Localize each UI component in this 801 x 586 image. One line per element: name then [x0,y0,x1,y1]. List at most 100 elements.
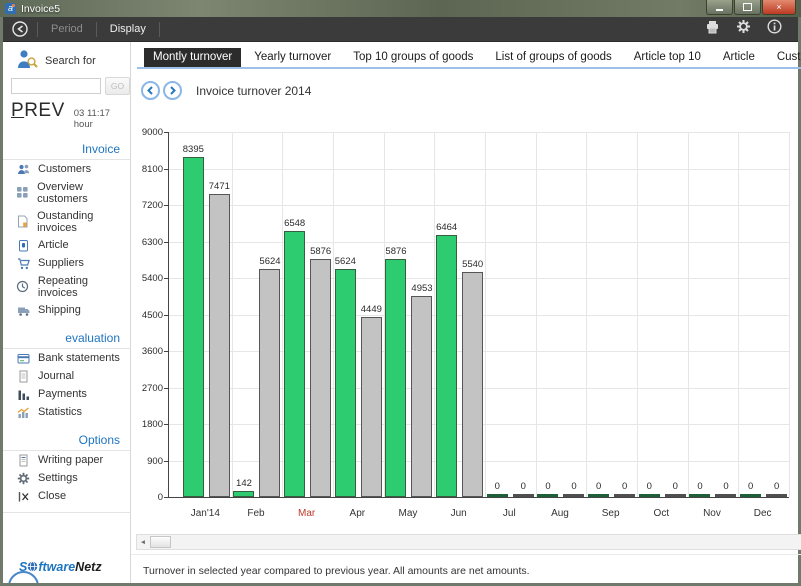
bar-value-label: 6548 [284,218,306,229]
app-icon: a [5,3,16,14]
scroll-left-arrow-icon[interactable]: ◄ [139,538,147,546]
sidebar-item-statistics[interactable]: Statistics [3,403,130,421]
sidebar-item-settings[interactable]: Settings [3,469,130,487]
toolbar-item-display[interactable]: Display [109,23,146,35]
sidebar-item-label: Bank statements [38,352,120,364]
app-body: Search for GO PREV 03 11:17 hour Invoice… [3,42,801,583]
bar-value-label: 4953 [411,283,433,294]
printer-icon [705,20,720,38]
y-tick [164,460,168,462]
search-label: Search for [45,55,96,67]
x-axis-label-feb: Feb [247,508,265,519]
tab-yearly-turnover[interactable]: Yearly turnover [254,51,332,63]
gridline [383,132,385,497]
globe-icon [27,561,38,575]
sidebar-item-article[interactable]: Article [3,236,130,254]
sidebar-item-payments[interactable]: Payments [3,385,130,403]
y-tick [164,278,168,279]
close-button[interactable]: × [762,0,796,15]
y-axis-label: 0 [157,492,163,503]
settings-button[interactable] [736,19,751,39]
bank-icon [16,352,30,365]
bar-apr-previous-year [360,317,382,497]
gridline [789,132,790,497]
bar-value-label: 142 [236,478,252,489]
sidebar-item-overview-customers[interactable]: Overview customers [3,178,130,207]
suppliers-icon [16,257,30,270]
sidebar-item-suppliers[interactable]: Suppliers [3,254,130,272]
window-title: Invoice5 [21,2,61,15]
y-tick [164,132,168,133]
toolbar-separator [37,21,38,37]
tab-customers[interactable]: Customers [776,51,801,63]
sidebar-item-customers[interactable]: Customers [3,160,130,178]
sidebar-item-label: Writing paper [38,454,104,466]
y-tick [164,497,168,498]
sidebar-item-close[interactable]: Close [3,487,130,505]
sidebar-item-bank-statements[interactable]: Bank statements [3,349,130,367]
info-button[interactable] [767,19,782,39]
y-axis-label: 4500 [141,309,163,321]
y-axis-label: 5400 [141,273,163,284]
section-header-evaluation: evaluation [3,330,130,349]
bar-value-label: 5624 [334,256,356,267]
footer-note: Turnover in selected year compared to pr… [143,565,530,577]
minimize-button[interactable] [706,0,733,15]
users-icon [16,163,30,176]
info-icon [767,19,782,38]
bar-value-label: 6464 [436,222,458,233]
x-axis-label-jul: Jul [502,508,516,519]
chart: 8395 7471 142 5624 6548 5876 5624 4449 5876 4953 6… [139,127,795,530]
tab-underline [137,67,801,69]
back-icon [11,20,28,42]
bar-value-label: 5540 [462,259,484,270]
sidebar-item-shipping[interactable]: Shipping [3,301,130,319]
print-button[interactable] [705,20,720,39]
tab-list-of-groups-of-goods[interactable]: List of groups of goods [495,51,612,63]
tab-article-top-10[interactable]: Article top 10 [633,51,701,63]
bar-oct-current-year [638,494,660,497]
previous-period-button[interactable] [141,81,160,100]
bar-oct-previous-year [664,494,686,497]
plot-area: 8395 7471 142 5624 6548 5876 5624 4449 5876 4953 6… [164,132,790,498]
sidebar-item-label: Suppliers [38,257,84,269]
scrollbar-thumb[interactable] [150,536,171,548]
bar-value-label: 0 [596,481,602,492]
sidebar-item-writing-paper[interactable]: Writing paper [3,451,130,469]
horizontal-scrollbar[interactable]: ◄ ► [136,534,801,550]
x-axis-label-jan-14: Jan'14 [190,508,220,519]
bar-value-label: 0 [622,481,628,492]
sidebar-item-label: Repeating invoices [37,274,89,299]
sidebar: Search for GO PREV 03 11:17 hour Invoice… [3,42,131,583]
bar-group-apr: 5624 4449 [333,132,384,497]
go-button[interactable]: GO [105,77,130,95]
y-axis-label: 9000 [141,127,163,138]
bar-value-label: 8395 [182,144,204,155]
bar-aug-previous-year [563,494,585,497]
tab-montly-turnover[interactable]: Montly turnover [144,48,242,67]
sidebar-item-journal[interactable]: Journal [3,367,130,385]
bar-jul-current-year [486,494,508,497]
toolbar-item-period[interactable]: Period [51,23,83,35]
prev-label[interactable]: PREV [11,100,65,121]
sidebar-item-oustanding-invoices[interactable]: Oustanding invoices [3,207,130,236]
sidebar-item-label: Payments [38,388,87,400]
tab-top-10-groups-of-goods[interactable]: Top 10 groups of goods [353,51,474,63]
repeating-icon [16,280,30,293]
bar-value-label: 0 [723,481,729,492]
close-app-icon [16,490,30,503]
bar-value-label: 4449 [360,304,382,315]
bar-dec-current-year [740,494,762,497]
tab-article[interactable]: Article [722,51,755,63]
bar-value-label: 0 [748,481,754,492]
back-button[interactable] [11,20,28,38]
sidebar-item-repeating-invoices[interactable]: Repeating invoices [3,272,130,301]
next-period-button[interactable] [163,81,182,100]
search-input[interactable] [11,78,101,94]
bar-group-feb: 142 5624 [232,132,283,497]
maximize-button[interactable] [734,0,761,15]
